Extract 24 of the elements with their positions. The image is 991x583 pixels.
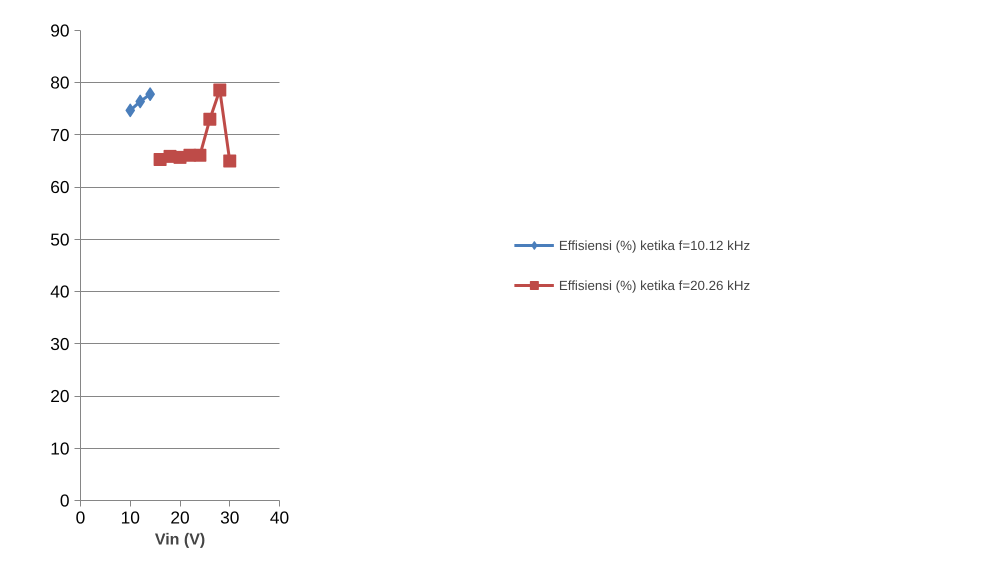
x-axis-title: Vin (V): [154, 532, 206, 548]
y-tick-label: 70: [50, 124, 70, 145]
point: [223, 154, 236, 168]
y-tick-label: 0: [60, 490, 70, 510]
y-tick-label: 30: [50, 334, 70, 354]
x-tick-label: 10: [120, 508, 140, 528]
x-tick-label: 40: [270, 508, 290, 528]
x-tick-label: 20: [170, 508, 190, 528]
legend-label: Effisiensi (%) ketika f=20.26 kHz: [558, 278, 750, 292]
y-tick-label: 10: [50, 438, 70, 458]
y-tick-label: 20: [50, 386, 70, 406]
x-tick-label: 30: [220, 508, 240, 528]
x-tick-label: 0: [76, 508, 86, 528]
point: [213, 84, 226, 97]
y-tick-label: 80: [50, 72, 70, 93]
point: [193, 148, 206, 162]
y-tick-label: 90: [50, 20, 70, 40]
y-tick-label: 50: [50, 229, 70, 250]
legend-label: Effisiensi (%) ketika f=10.12 kHz: [558, 238, 750, 252]
point: [203, 112, 216, 126]
point: [135, 94, 146, 109]
y-tick-label: 60: [50, 177, 70, 198]
y-tick-label: 40: [50, 282, 70, 302]
point: [125, 103, 136, 118]
